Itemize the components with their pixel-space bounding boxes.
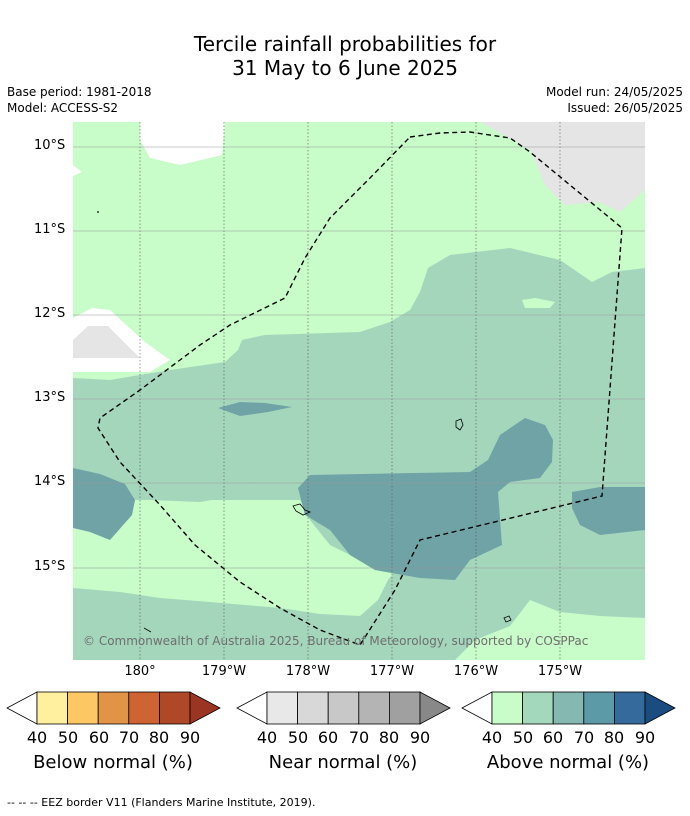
model-run: Model run: 24/05/2025 — [545, 85, 683, 99]
cb1-tick: 60 — [317, 728, 339, 747]
eez-legend-note: -- -- -- EEZ border V11 (Flanders Marine… — [7, 796, 316, 809]
lat-label-10s: 10°S — [34, 138, 66, 153]
meridians — [139, 122, 561, 660]
colorbar-segment — [614, 691, 646, 725]
colorbar-segment — [297, 691, 329, 725]
colorbar-over-triangle — [644, 691, 676, 725]
cb0-tick: 50 — [57, 728, 79, 747]
above-normal-label: Above normal (%) — [486, 752, 650, 773]
base-period: Base period: 1981-2018 — [7, 85, 152, 99]
colorbar-segment — [158, 691, 191, 725]
colorbar-segment — [266, 691, 299, 725]
lon-label-175w: 175°W — [537, 664, 583, 679]
colorbar-segment — [128, 691, 160, 725]
cb0-tick: 40 — [26, 728, 48, 747]
cb0-tick: 90 — [179, 728, 201, 747]
cb1-tick: 90 — [409, 728, 431, 747]
lat-label-13s: 13°S — [34, 390, 66, 405]
colorbar-0 — [6, 691, 221, 725]
eez-border — [97, 131, 623, 646]
lat-label-12s: 12°S — [34, 306, 66, 321]
colorbar-segment — [327, 691, 360, 725]
near-normal-patch-north — [480, 122, 645, 212]
cb0-tick: 60 — [88, 728, 110, 747]
colorbars — [6, 691, 676, 725]
below-normal-label: Below normal (%) — [33, 752, 193, 773]
colorbar-2 — [461, 691, 676, 725]
above-60-west — [73, 468, 135, 540]
white-patch-north — [140, 122, 225, 165]
lat-label-15s: 15°S — [34, 559, 66, 574]
cb2-tick: 60 — [542, 728, 564, 747]
cb1-tick: 80 — [378, 728, 400, 747]
colorbar-segment — [552, 691, 585, 725]
colorbar-segment — [491, 691, 524, 725]
parallels — [73, 146, 645, 569]
colorbar-under-triangle — [236, 691, 268, 725]
lon-label-179w: 179°W — [201, 664, 247, 679]
colorbar-segment — [583, 691, 615, 725]
copyright-note: © Commonwealth of Australia 2025, Bureau… — [83, 634, 589, 648]
colorbar-1 — [236, 691, 451, 725]
colorbar-segment — [358, 691, 390, 725]
cb1-tick: 50 — [287, 728, 309, 747]
cb1-tick: 70 — [348, 728, 370, 747]
colorbar-segment — [97, 691, 130, 725]
above-60-east — [572, 487, 645, 535]
cb2-tick: 70 — [573, 728, 595, 747]
cb2-tick: 90 — [634, 728, 656, 747]
cb2-tick: 50 — [512, 728, 534, 747]
colorbar-segment — [388, 691, 421, 725]
model-name: Model: ACCESS-S2 — [7, 101, 119, 115]
issued-date: Issued: 26/05/2025 — [567, 101, 683, 115]
colorbar-segment — [36, 691, 69, 725]
cb0-tick: 70 — [118, 728, 140, 747]
above-50-region — [73, 248, 645, 660]
lon-label-177w: 177°W — [369, 664, 415, 679]
lon-label-180: 180° — [124, 664, 156, 679]
colorbar-segment — [522, 691, 554, 725]
cb0-tick: 80 — [148, 728, 170, 747]
map-title-line2: 31 May to 6 June 2025 — [232, 56, 458, 80]
colorbar-over-triangle — [189, 691, 221, 725]
cb2-tick: 80 — [603, 728, 625, 747]
map-title-line1: Tercile rainfall probabilities for — [193, 32, 497, 56]
cb1-tick: 40 — [256, 728, 278, 747]
lat-label-14s: 14°S — [34, 474, 66, 489]
lon-label-178w: 178°W — [285, 664, 331, 679]
colorbar-over-triangle — [419, 691, 451, 725]
colorbar-under-triangle — [461, 691, 493, 725]
lat-label-11s: 11°S — [34, 222, 66, 237]
colorbar-segment — [67, 691, 99, 725]
lon-label-176w: 176°W — [453, 664, 499, 679]
near-normal-label: Near normal (%) — [268, 752, 418, 773]
island-outline — [455, 418, 464, 431]
above-60-center — [298, 418, 553, 580]
cb2-tick: 40 — [481, 728, 503, 747]
colorbar-under-triangle — [6, 691, 38, 725]
above-60-small — [218, 402, 292, 416]
